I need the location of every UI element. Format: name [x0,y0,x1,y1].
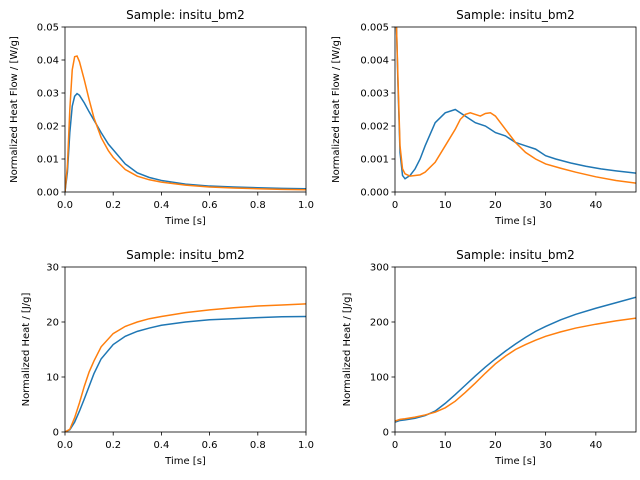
y-tick-label: 0.03 [37,89,59,100]
chart-panel-4: 0 10 20 30 40 0 100 200 300 Sample: insitu_bm2 Tim… [342,248,637,467]
y-tick-label: 0.002 [360,122,389,133]
x-axis-label: Time [s] [494,456,536,467]
x-tick-label: 30 [539,440,552,451]
x-tick-label: 0.4 [153,200,169,211]
y-tick-label: 0.000 [360,188,389,199]
series-line-2 [65,55,306,192]
x-tick-label: 40 [589,440,602,451]
y-tick-label: 0.05 [37,23,59,34]
series-line-2 [65,303,306,432]
axes-frame [394,26,637,193]
y-tick-label: 0.02 [37,122,59,133]
y-tick-label: 0 [53,428,59,439]
y-tick-label: 0 [383,428,389,439]
x-tick-label: 0.8 [250,200,266,211]
x-tick-label: 0.6 [202,200,218,211]
y-tick-label: 20 [46,318,59,329]
x-axis-label: Time [s] [494,216,536,227]
y-tick-label: 0.01 [37,155,59,166]
series-line-1 [395,27,636,180]
y-tick-label: 200 [370,318,389,329]
chart-title: Sample: insitu_bm2 [126,8,245,22]
x-tick-label: 1.0 [298,200,314,211]
x-tick-label: 10 [439,200,452,211]
x-tick-label: 0.2 [105,440,121,451]
axes-frame [64,26,307,193]
x-tick-label: 40 [589,200,602,211]
x-axis-label: Time [s] [164,456,206,467]
series-line-1 [395,296,636,423]
y-tick-label: 0.001 [360,155,389,166]
x-tick-label: 0.4 [153,440,169,451]
x-tick-label: 10 [439,440,452,451]
x-tick-label: 0 [392,440,398,451]
series-line-1 [65,92,306,192]
x-tick-label: 0.6 [202,440,218,451]
y-tick-label: 0.004 [360,56,389,67]
chart-panel-3: 0.0 0.2 0.4 0.6 0.8 1.0 0 10 20 30 Sample: insitu_… [21,248,314,467]
series-line-2 [395,317,636,422]
chart-title: Sample: insitu_bm2 [126,248,245,262]
x-tick-label: 30 [539,200,552,211]
y-tick-label: 10 [46,373,59,384]
y-axis-label: Normalized Heat / [J/g] [342,293,353,407]
y-tick-label: 100 [370,373,389,384]
chart-title: Sample: insitu_bm2 [456,8,575,22]
x-axis-label: Time [s] [164,216,206,227]
chart-panel-1: 0.0 0.2 0.4 0.6 0.8 1.0 0.00 0.01 0.02 0.03 0.04 0.… [9,8,314,227]
y-tick-label: 0.005 [360,23,389,34]
x-tick-label: 20 [489,200,502,211]
x-tick-label: 0.2 [105,200,121,211]
x-tick-label: 0.0 [57,200,73,211]
y-tick-label: 300 [370,263,389,274]
x-tick-label: 0.8 [250,440,266,451]
axes-frame [394,266,637,433]
axes-frame [64,266,307,433]
x-tick-label: 0.0 [57,440,73,451]
series-line-1 [65,315,306,432]
y-tick-label: 0.003 [360,89,389,100]
series-line-2 [395,27,636,184]
y-axis-label: Normalized Heat / [J/g] [21,293,32,407]
x-tick-label: 1.0 [298,440,314,451]
chart-title: Sample: insitu_bm2 [456,248,575,262]
y-axis-label: Normalized Heat Flow / [W/g] [331,36,342,183]
chart-panel-2: 0 10 20 30 40 0.000 0.001 0.002 0.003 0.004 0.005 S… [331,8,637,227]
x-tick-label: 0 [392,200,398,211]
y-tick-label: 0.00 [37,188,59,199]
y-axis-label: Normalized Heat Flow / [W/g] [9,36,20,183]
y-tick-label: 30 [46,263,59,274]
y-tick-label: 0.04 [37,56,59,67]
x-tick-label: 20 [489,440,502,451]
